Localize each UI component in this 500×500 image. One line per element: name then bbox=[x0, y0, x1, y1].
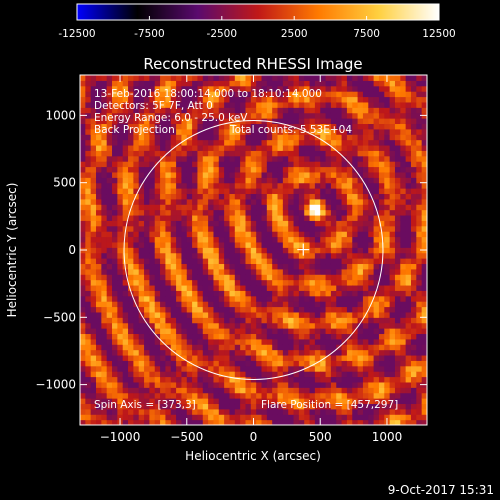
colorbar-tick-label: 2500 bbox=[281, 28, 308, 40]
total-counts-text: Total counts: 5.53E+04 bbox=[229, 124, 352, 136]
heatmap bbox=[80, 75, 427, 425]
flare-position-text: Flare Position = [457,297] bbox=[261, 399, 398, 411]
colorbar-tick-label: -7500 bbox=[134, 28, 165, 40]
spin-axis-marker bbox=[297, 243, 310, 256]
spin-axis-text: Spin Axis = [373,3] bbox=[94, 399, 196, 411]
colorbar-tick-label: -12500 bbox=[58, 28, 95, 40]
y-axis-label: Heliocentric Y (arcsec) bbox=[5, 183, 19, 318]
chart-title: Reconstructed RHESSI Image bbox=[143, 55, 362, 73]
y-tick-label: −500 bbox=[43, 310, 76, 324]
x-tick-label: 500 bbox=[309, 430, 332, 444]
solar-limb-circle bbox=[123, 120, 384, 380]
colorbar bbox=[76, 3, 440, 21]
detectors-text: Detectors: 5F 7F, Att 0 bbox=[94, 100, 213, 112]
x-tick-label: 0 bbox=[250, 430, 258, 444]
x-tick-label: −1000 bbox=[100, 430, 141, 444]
y-tick-label: 500 bbox=[53, 176, 76, 190]
colorbar-tick-label: 12500 bbox=[422, 28, 455, 40]
colorbar-ticks: -12500 -7500 -2500 2500 7500 12500 bbox=[58, 16, 456, 40]
x-tick-label: 1000 bbox=[372, 430, 403, 444]
time-range-text: 13-Feb-2016 18:00:14.000 to 18:10:14.000 bbox=[94, 88, 322, 100]
x-axis-label: Heliocentric X (arcsec) bbox=[185, 449, 321, 463]
colorbar-tick-label: -2500 bbox=[207, 28, 238, 40]
y-tick-label: −1000 bbox=[35, 378, 76, 392]
x-tick-label: −500 bbox=[170, 430, 203, 444]
y-tick-label: 0 bbox=[68, 243, 76, 257]
footer-timestamp: 9-Oct-2017 15:31 bbox=[388, 483, 494, 497]
colorbar-tick-label: 7500 bbox=[353, 28, 380, 40]
y-tick-label: 1000 bbox=[45, 108, 76, 122]
method-text: Back Projection bbox=[94, 124, 175, 136]
energy-range-text: Energy Range: 6.0 - 25.0 keV bbox=[94, 112, 248, 124]
axis-ticks: −1000 −500 0 500 1000 −1000 −500 0 500 1000 bbox=[35, 75, 427, 444]
